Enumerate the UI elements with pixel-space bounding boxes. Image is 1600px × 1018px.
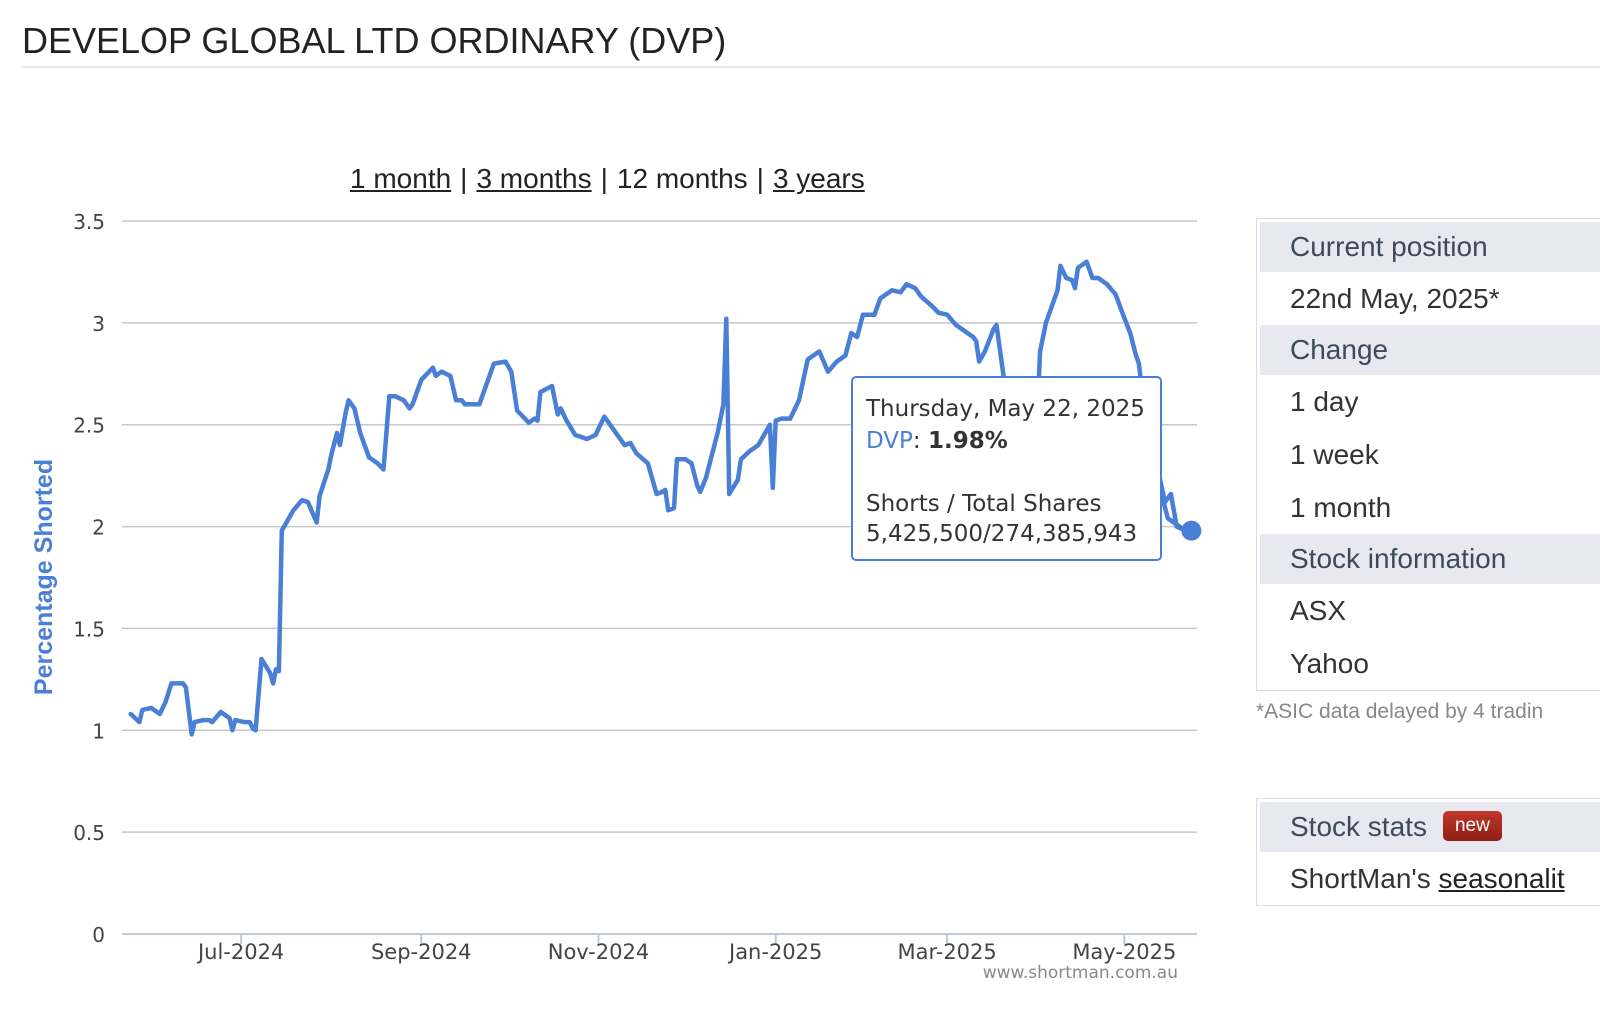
change-1-month[interactable]: 1 month: [1290, 492, 1392, 523]
asx-link[interactable]: ASX: [1290, 595, 1347, 626]
tooltip-box: [851, 376, 1162, 561]
dvp-series-line: [128, 281, 1188, 737]
y-axis-ticks: 0 0.5 1 1.5 2 2.5 3 3.5: [73, 210, 105, 947]
y-axis-title: Percentage Shorted: [30, 459, 58, 695]
stock-stats-title: Stock stats: [1290, 811, 1427, 842]
y-tick-label: 2: [92, 516, 105, 540]
range-selector: 1 month | 3 months | 12 months | 3 years: [350, 163, 865, 195]
y-tick-label: 3: [92, 312, 105, 336]
title-divider: [22, 66, 1600, 68]
shortman-prefix: ShortMan's: [1290, 863, 1439, 894]
stock-stats-header: Stock stats new: [1260, 802, 1600, 852]
range-separator: |: [460, 163, 468, 194]
stock-information-header: Stock information: [1260, 534, 1600, 584]
y-tick-label: 0: [92, 923, 105, 947]
chart-gridlines: [122, 220, 1197, 935]
range-separator: |: [756, 163, 764, 194]
seasonality-link[interactable]: seasonalit: [1438, 863, 1565, 894]
range-separator: |: [600, 163, 608, 194]
y-tick-label: 1.5: [73, 617, 105, 641]
range-3-months-link[interactable]: 3 months: [476, 163, 592, 194]
tooltip-series-name: DVP: [866, 428, 913, 454]
y-tick-label: 1: [92, 719, 105, 743]
chart-tooltip: Thursday, May 22, 2025 DVP: 1.98% Shorts…: [851, 376, 1162, 561]
y-tick-label: 3.5: [73, 210, 105, 234]
info-panel: Current position 22nd May, 2025* Change …: [1256, 218, 1600, 691]
x-tick-label: Mar-2025: [897, 940, 996, 964]
range-3-years-link[interactable]: 3 years: [772, 163, 865, 194]
x-tick-label: Jan-2025: [727, 940, 822, 964]
stock-stats-panel: Stock stats new ShortMan's seasonalit: [1256, 798, 1600, 906]
hover-point-marker: [1181, 520, 1202, 541]
x-tick-label: May-2025: [1072, 940, 1176, 964]
change-header: Change: [1260, 325, 1600, 375]
svg-text:DVP: 1.98%: DVP: 1.98%: [866, 428, 1008, 454]
tooltip-shorts-value: 5,425,500/274,385,943: [866, 521, 1137, 547]
x-tick-label: Nov-2024: [548, 940, 649, 964]
change-1-day[interactable]: 1 day: [1290, 386, 1359, 417]
x-tick-label: Jul-2024: [196, 940, 284, 964]
tooltip-date: Thursday, May 22, 2025: [865, 396, 1145, 422]
x-tick-label: Sep-2024: [371, 940, 472, 964]
page-title: DEVELOP GLOBAL LTD ORDINARY (DVP): [22, 20, 727, 61]
tooltip-shorts-label: Shorts / Total Shares: [866, 491, 1101, 517]
change-1-week[interactable]: 1 week: [1290, 439, 1379, 470]
tooltip-value: 1.98%: [928, 428, 1008, 454]
y-tick-label: 2.5: [73, 414, 105, 438]
range-12-months-selected: 12 months: [616, 163, 748, 194]
asic-delay-note: *ASIC data delayed by 4 tradin: [1256, 700, 1544, 723]
tooltip-colon: :: [913, 428, 928, 454]
short-position-chart: 0 0.5 1 1.5 2 2.5 3 3.5 Jul-2024 Sep-2024 Nov-202…: [30, 210, 1202, 983]
x-axis: Jul-2024 Sep-2024 Nov-2024 Jan-2025 Mar-2025…: [196, 934, 1176, 964]
y-tick-label: 0.5: [73, 821, 105, 845]
yahoo-link[interactable]: Yahoo: [1290, 648, 1369, 679]
seasonality-row: ShortMan's seasonalit: [1257, 852, 1600, 905]
current-position-date: 22nd May, 2025*: [1290, 283, 1500, 314]
range-1-month-link[interactable]: 1 month: [350, 163, 452, 194]
current-position-header: Current position: [1260, 222, 1600, 272]
watermark: www.shortman.com.au: [983, 963, 1178, 983]
new-badge: new: [1442, 810, 1502, 841]
